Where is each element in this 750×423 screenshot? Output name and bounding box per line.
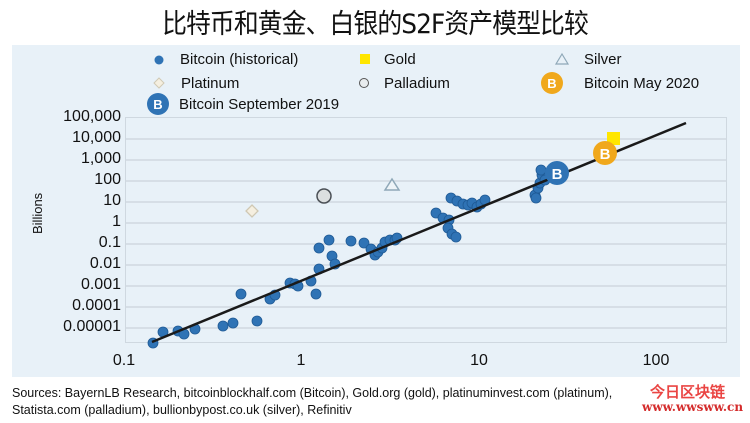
y-tick: 1,000 <box>80 150 121 167</box>
legend-bitcoin-may2020: Bitcoin May 2020 <box>584 75 700 92</box>
watermark-url: www.wwsww.cn <box>642 400 744 414</box>
y-tick: 100,000 <box>63 108 121 125</box>
bitcoin-sep2019-point-icon: B <box>545 161 569 185</box>
y-tick: 0.01 <box>89 255 121 272</box>
palladium-marker-icon <box>359 78 369 88</box>
x-tick: 0.1 <box>112 352 136 369</box>
x-tick: 10 <box>470 352 488 369</box>
bitcoin-may2020-coin-icon: B <box>541 72 563 94</box>
legend-platinum: Platinum <box>181 75 240 92</box>
y-tick: 10 <box>103 192 121 209</box>
y-axis: 100,000 10,000 1,000 100 10 1 0.1 0.01 0… <box>0 0 121 423</box>
gridlines <box>126 138 726 329</box>
palladium-point-icon <box>316 188 332 204</box>
svg-text:B: B <box>547 76 556 91</box>
bitcoin-sep2019-coin-icon: B <box>147 93 169 115</box>
legend-bitcoin-historical: Bitcoin (historical) <box>180 51 299 68</box>
y-tick: 100 <box>94 171 121 188</box>
silver-point-icon <box>383 177 401 191</box>
bitcoin-historical-points <box>147 164 551 349</box>
svg-text:B: B <box>552 166 563 183</box>
y-tick: 0.00001 <box>63 318 121 335</box>
gold-marker-icon <box>360 54 370 64</box>
bitcoin-may2020-point-icon: B <box>593 141 617 165</box>
bitcoin-historical-marker-icon <box>154 55 164 65</box>
y-tick: 0.001 <box>80 276 121 293</box>
svg-text:B: B <box>600 146 611 163</box>
platinum-marker-icon <box>153 77 165 89</box>
x-tick: 100 <box>642 352 670 369</box>
legend-palladium: Palladium <box>384 75 450 92</box>
legend-silver: Silver <box>584 51 622 68</box>
y-tick: 10,000 <box>72 129 121 146</box>
chart-panel <box>12 45 740 377</box>
svg-text:B: B <box>153 97 162 112</box>
watermark-logo: 今日区块链 <box>650 383 726 401</box>
gold-point-icon <box>607 132 620 145</box>
chart-title: 比特币和黄金、白银的S2F资产模型比较 <box>162 9 589 40</box>
legend-bitcoin-sep2019: Bitcoin September 2019 <box>179 96 340 113</box>
silver-marker-icon <box>554 52 570 65</box>
x-tick: 1 <box>296 352 306 369</box>
y-tick: 0.0001 <box>72 297 121 314</box>
legend-gold: Gold <box>384 51 416 68</box>
sources-note: Sources: BayernLB Research, bitcoinblock… <box>12 386 613 417</box>
y-tick: 1 <box>112 213 121 230</box>
y-tick: 0.1 <box>98 234 121 251</box>
plot-area <box>125 117 727 343</box>
platinum-point-icon <box>245 204 259 218</box>
